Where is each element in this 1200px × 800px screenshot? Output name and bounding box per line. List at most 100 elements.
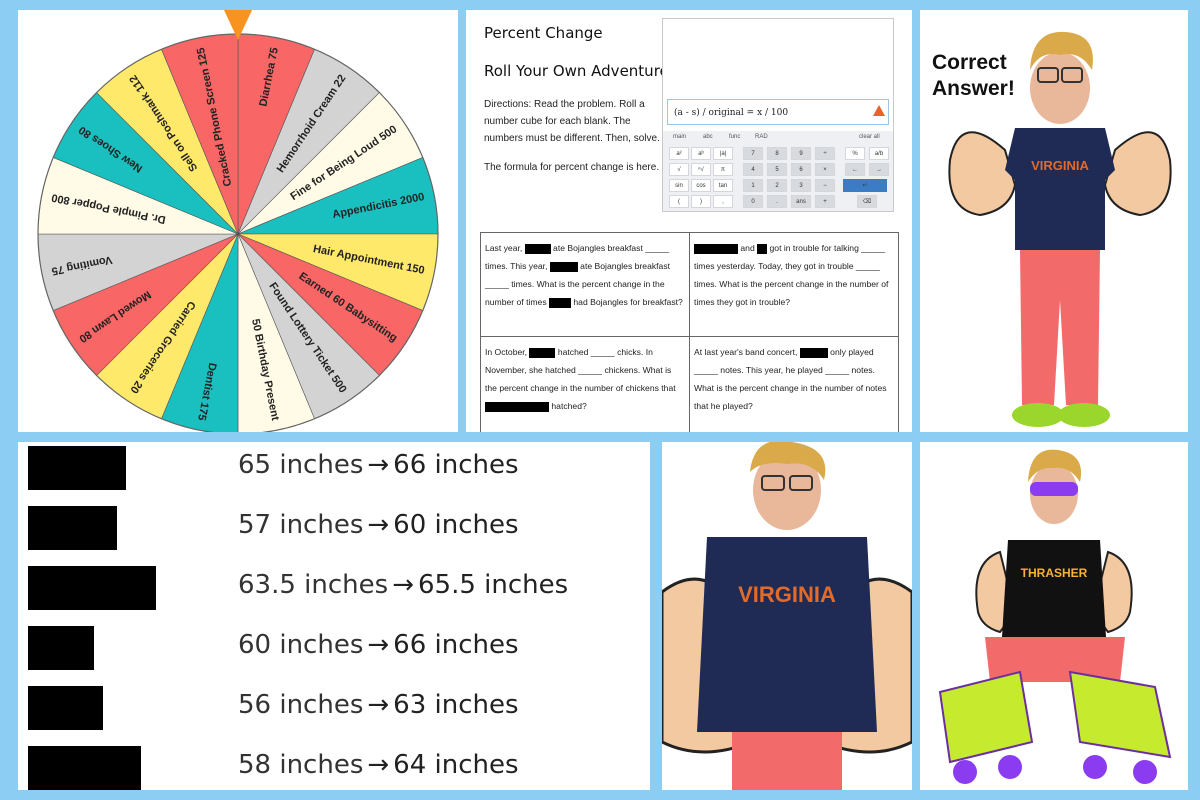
calculator-key[interactable]: π — [713, 163, 733, 176]
calculator-key[interactable]: tan — [713, 179, 733, 192]
calculator-keypad: main abc func RAD clear all a² aᵇ |a| √ ⁿ√ π sin co… — [663, 131, 893, 211]
calculator-key[interactable]: ) — [691, 195, 711, 208]
redacted-name — [28, 446, 126, 490]
question-text: and — [738, 243, 758, 253]
question-text: ate Bojangles breakfast _____ times. Thi… — [485, 243, 670, 271]
calculator-key[interactable]: √ — [669, 163, 689, 176]
calculator-key[interactable]: × — [815, 163, 835, 176]
height-after: 65.5 inches — [417, 570, 569, 600]
flex-figure-panel: VIRGINIA — [662, 442, 912, 790]
question-text: hatched? — [549, 401, 587, 411]
question-grid: Last year, ate Bojangles breakfast _____… — [480, 232, 899, 432]
calculator-key[interactable]: → — [869, 163, 889, 176]
calculator-key[interactable]: % — [845, 147, 865, 160]
calculator-key[interactable]: ⌫ — [857, 195, 877, 208]
worksheet-title: Percent Change — [484, 24, 603, 42]
redacted-name — [28, 746, 141, 790]
calculator-tab[interactable]: RAD — [755, 134, 768, 140]
height-before: 58 inches — [238, 750, 364, 780]
calculator-key[interactable]: aᵇ — [691, 147, 711, 160]
calculator-expression-input[interactable]: (a - s) / original = x / 100 — [667, 99, 889, 125]
calculator-key[interactable]: sin — [669, 179, 689, 192]
calculator-key[interactable]: ans — [791, 195, 811, 208]
redacted-name — [724, 243, 738, 254]
worksheet-directions: Directions: Read the problem. Roll a num… — [484, 99, 660, 144]
calculator-key[interactable]: . — [767, 195, 787, 208]
height-after: 63 inches — [393, 690, 519, 720]
correct-answer-text: Correct Answer! — [932, 51, 1015, 100]
calculator-key[interactable]: + — [815, 195, 835, 208]
calculator-key[interactable]: ↵ — [843, 179, 887, 192]
skates-figure-panel: THRASHER — [920, 442, 1188, 790]
calculator-key[interactable]: ÷ — [815, 147, 835, 160]
arrow-right-icon: → — [367, 510, 390, 540]
height-after: 66 inches — [393, 450, 519, 480]
height-before: 63.5 inches — [238, 570, 389, 600]
height-after: 66 inches — [393, 630, 519, 660]
calculator-tab[interactable]: clear all — [859, 134, 880, 140]
calculator-key[interactable]: |a| — [713, 147, 733, 160]
arrow-right-icon: → — [367, 690, 390, 720]
calculator-key[interactable]: ← — [845, 163, 865, 176]
arrow-right-icon: → — [367, 750, 390, 780]
calculator-key[interactable]: 4 — [743, 163, 763, 176]
calculator-key[interactable]: 6 — [791, 163, 811, 176]
calculator-key[interactable]: 1 — [743, 179, 763, 192]
arrow-right-icon: → — [392, 570, 414, 600]
flex-figure-illustration: VIRGINIA — [662, 442, 912, 790]
calculator-key[interactable]: a/b — [869, 147, 889, 160]
question-text: got in trouble for talking _____ times y… — [694, 243, 889, 307]
question-text: At last year's band concert, — [694, 347, 800, 357]
height-after: 64 inches — [393, 750, 519, 780]
arrow-right-icon: → — [367, 450, 390, 480]
question-card: In October, hatched _____ chicks. In Nov… — [481, 337, 690, 432]
muscle-figure-illustration: VIRGINIA — [948, 31, 1172, 427]
correct-answer-panel: Correct Answer! VIRGINIA — [920, 10, 1188, 432]
calculator-key[interactable]: 2 — [767, 179, 787, 192]
height-row: 57 inches → 60 inches — [18, 504, 650, 552]
height-row: 56 inches → 63 inches — [18, 684, 650, 732]
shirt-logo-text: VIRGINIA — [738, 582, 836, 607]
redacted-name — [757, 243, 768, 254]
calculator-key[interactable]: 5 — [767, 163, 787, 176]
redacted-name — [28, 626, 94, 670]
calculator-widget: (a - s) / original = x / 100 main abc func… — [662, 18, 894, 212]
question-text: had Bojangles for breakfast? — [571, 297, 683, 307]
redacted-name — [28, 686, 103, 730]
height-row: 60 inches → 66 inches — [18, 624, 650, 672]
calculator-key[interactable]: ( — [669, 195, 689, 208]
question-text: In October, — [485, 347, 530, 357]
calculator-key[interactable]: 3 — [791, 179, 811, 192]
formula-note[interactable]: The formula for percent change is here. … — [484, 162, 672, 173]
calculator-key[interactable]: cos — [691, 179, 711, 192]
height-before: 56 inches — [238, 690, 364, 720]
calculator-tab[interactable]: main — [673, 134, 687, 140]
redacted-name — [694, 243, 724, 254]
height-row: 63.5 inches → 65.5 inches — [18, 564, 650, 612]
question-card: At last year's band concert, only played… — [690, 337, 899, 432]
height-before: 57 inches — [238, 510, 364, 540]
redacted-name — [524, 243, 551, 254]
shirt-logo-text: VIRGINIA — [1031, 158, 1089, 173]
skates-figure-illustration: THRASHER — [938, 449, 1172, 784]
height-change-text: 57 inches → 60 inches — [238, 510, 519, 540]
calculator-key[interactable]: 9 — [791, 147, 811, 160]
calculator-key[interactable]: 0 — [743, 195, 763, 208]
redacted-name — [549, 297, 571, 308]
height-change-text: 65 inches → 66 inches — [238, 450, 519, 480]
redacted-name — [529, 347, 556, 358]
calculator-tab[interactable]: func — [729, 134, 741, 140]
redacted-name — [549, 261, 578, 272]
arrow-right-icon: → — [367, 630, 390, 660]
calculator-key[interactable]: a² — [669, 147, 689, 160]
calculator-tab[interactable]: abc — [703, 134, 713, 140]
calculator-key[interactable]: 8 — [767, 147, 787, 160]
worksheet-subtitle: Roll Your Own Adventure — [484, 62, 669, 80]
redacted-name — [28, 566, 156, 610]
calculator-key[interactable]: , — [713, 195, 733, 208]
calculator-key[interactable]: ⁿ√ — [691, 163, 711, 176]
calculator-key[interactable]: 7 — [743, 147, 763, 160]
redacted-name — [485, 401, 549, 412]
calculator-key[interactable]: − — [815, 179, 835, 192]
